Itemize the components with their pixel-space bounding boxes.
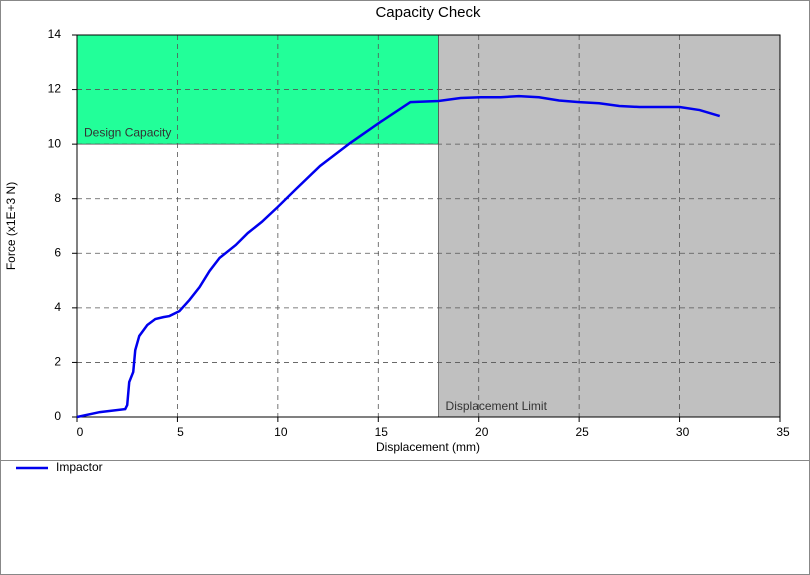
x-tick-label: 20 [475, 425, 489, 439]
y-tick-label: 8 [54, 191, 61, 205]
y-tick-label: 4 [54, 300, 61, 314]
y-tick-label: 12 [48, 82, 62, 96]
region [438, 34, 781, 418]
y-axis-label: Force (x1E+3 N) [4, 182, 18, 270]
x-tick-label: 25 [575, 425, 589, 439]
region-label: Displacement Limit [446, 399, 548, 413]
chart-title: Capacity Check [375, 4, 481, 21]
y-tick-label: 10 [48, 136, 62, 150]
x-tick-label: 0 [77, 425, 84, 439]
legend-label: Impactor [56, 460, 103, 474]
y-tick-label: 14 [48, 27, 62, 41]
x-axis-label: Displacement (mm) [376, 440, 480, 454]
y-tick-label: 6 [54, 245, 61, 259]
series-line [76, 94, 721, 419]
x-tick-label: 15 [375, 425, 389, 439]
plot-border [76, 34, 781, 418]
region-label: Design Capacity [84, 125, 171, 139]
y-tick-label: 0 [54, 409, 61, 423]
x-tick-label: 35 [776, 425, 790, 439]
x-tick-label: 5 [177, 425, 184, 439]
x-tick-label: 30 [676, 425, 690, 439]
x-tick-label: 10 [274, 425, 288, 439]
y-tick-label: 2 [54, 355, 61, 369]
